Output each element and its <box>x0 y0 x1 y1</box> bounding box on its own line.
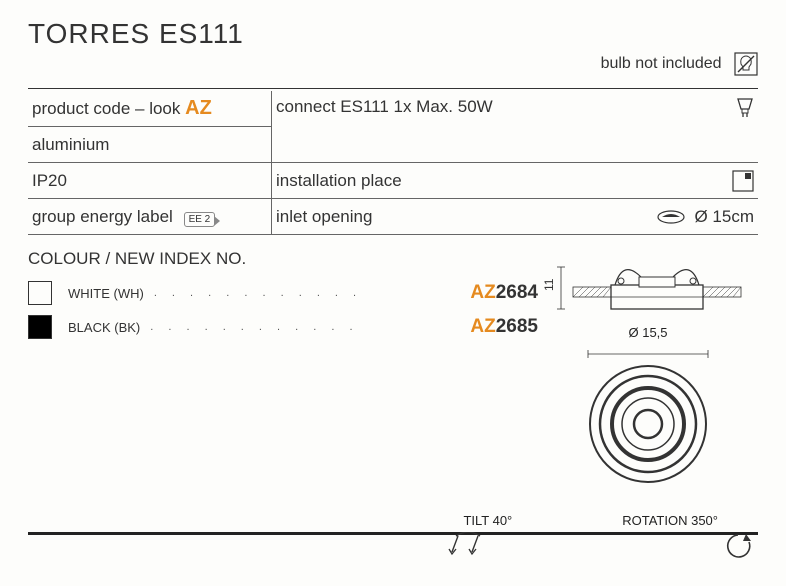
white-code: AZ2684 <box>470 282 538 304</box>
colour-row-black: BLACK (BK) . . . . . . . . . . . . AZ268… <box>28 315 538 339</box>
bulb-note-text: bulb not included <box>601 55 722 72</box>
install-value: installation place <box>276 171 402 191</box>
tilt-label: TILT 40° <box>463 513 512 528</box>
bulb-note-row: bulb not included <box>28 52 758 76</box>
ip-cell: IP20 <box>28 163 272 199</box>
profile-diagram-icon: 11 <box>543 249 753 319</box>
product-title: TORRES ES111 <box>28 18 758 50</box>
black-code: AZ2685 <box>470 316 538 338</box>
install-cell: installation place <box>272 163 758 199</box>
inlet-value: inlet opening <box>276 207 372 227</box>
energy-cell: group energy label EE 2 <box>28 199 272 235</box>
connect-cell: connect ES111 1x Max. 50W <box>272 91 758 163</box>
height-dim: 11 <box>543 278 556 291</box>
opening-size: Ø 15cm <box>694 207 754 227</box>
ceiling-icon <box>732 170 754 192</box>
footer-line <box>28 532 758 558</box>
no-bulb-icon <box>734 52 758 76</box>
dots: . . . . . . . . . . . . <box>140 321 470 333</box>
diameter-label: Ø 15,5 <box>538 325 758 340</box>
ip-value: IP20 <box>32 171 67 191</box>
black-label: BLACK (BK) <box>68 320 140 335</box>
swatch-black <box>28 315 52 339</box>
divider-top <box>28 88 758 89</box>
material-value: aluminium <box>32 135 109 155</box>
material-cell: aluminium <box>28 127 272 163</box>
product-code-az: AZ <box>185 97 212 119</box>
connect-value: connect ES111 1x Max. 50W <box>276 97 493 117</box>
swatch-white <box>28 281 52 305</box>
colour-section: COLOUR / NEW INDEX NO. WHITE (WH) . . . … <box>28 249 538 486</box>
opening-icon <box>656 209 686 225</box>
dots: . . . . . . . . . . . . <box>144 287 471 299</box>
white-label: WHITE (WH) <box>68 286 144 301</box>
product-code-label: product code – look <box>32 99 180 118</box>
rotation-label: ROTATION 350° <box>622 513 718 528</box>
rotation-icon <box>724 532 754 562</box>
inlet-cell: inlet opening Ø 15cm <box>272 199 758 235</box>
spec-table: product code – look AZ aluminium IP20 gr… <box>28 91 758 235</box>
bulb-spot-icon <box>736 97 754 119</box>
ee-badge: EE 2 <box>184 212 216 227</box>
colour-heading: COLOUR / NEW INDEX NO. <box>28 249 538 269</box>
product-code-cell: product code – look AZ <box>28 91 272 127</box>
tilt-icon <box>448 532 488 560</box>
colour-row-white: WHITE (WH) . . . . . . . . . . . . AZ268… <box>28 281 538 305</box>
plan-diagram-icon <box>573 346 723 486</box>
energy-label: group energy label <box>32 207 173 226</box>
